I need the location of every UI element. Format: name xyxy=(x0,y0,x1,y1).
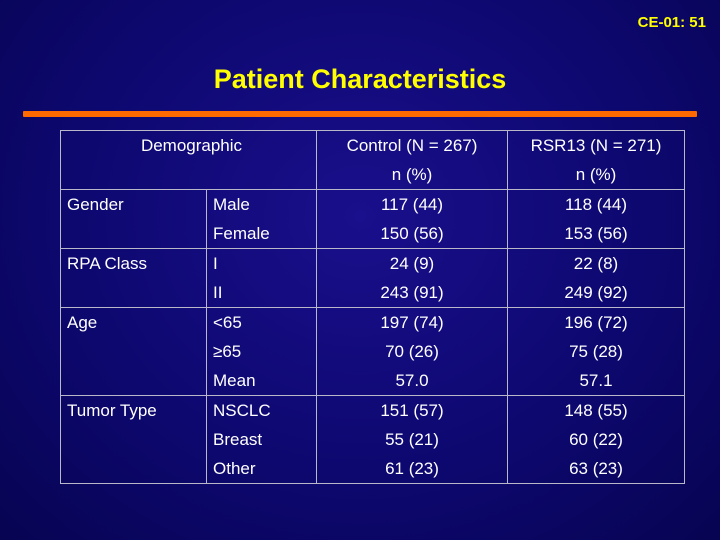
table-row: Tumor Type NSCLC Breast Other 151 (57) 5… xyxy=(60,395,685,484)
group-cell: RPA Class xyxy=(60,248,207,308)
table-row: Age <65 ≥65 Mean 197 (74) 70 (26) 57.0 1… xyxy=(60,307,685,396)
control-values-cell: 197 (74) 70 (26) 57.0 xyxy=(316,307,508,396)
header-rsr13: RSR13 (N = 271) n (%) xyxy=(507,130,685,190)
control-values-cell: 151 (57) 55 (21) 61 (23) xyxy=(316,395,508,484)
header-control: Control (N = 267) n (%) xyxy=(316,130,508,190)
subgroup-cell: Male Female xyxy=(206,189,317,249)
rsr13-values-cell: 196 (72) 75 (28) 57.1 xyxy=(507,307,685,396)
table-row: Gender Male Female 117 (44) 150 (56) 118… xyxy=(60,189,685,249)
patient-characteristics-table: Demographic Control (N = 267) n (%) RSR1… xyxy=(60,130,685,484)
title-divider xyxy=(23,111,697,117)
slide-id: CE-01: 51 xyxy=(637,14,706,31)
subgroup-cell: NSCLC Breast Other xyxy=(206,395,317,484)
table-row: RPA Class I II 24 (9) 243 (91) 22 (8) 24… xyxy=(60,248,685,308)
rsr13-values-cell: 22 (8) 249 (92) xyxy=(507,248,685,308)
subgroup-cell: I II xyxy=(206,248,317,308)
rsr13-values-cell: 148 (55) 60 (22) 63 (23) xyxy=(507,395,685,484)
control-values-cell: 24 (9) 243 (91) xyxy=(316,248,508,308)
group-cell: Age xyxy=(60,307,207,396)
page-title: Patient Characteristics xyxy=(213,64,507,94)
table-header-row: Demographic Control (N = 267) n (%) RSR1… xyxy=(60,130,685,190)
control-values-cell: 117 (44) 150 (56) xyxy=(316,189,508,249)
rsr13-values-cell: 118 (44) 153 (56) xyxy=(507,189,685,249)
group-cell: Tumor Type xyxy=(60,395,207,484)
header-demographic: Demographic xyxy=(60,130,317,190)
group-cell: Gender xyxy=(60,189,207,249)
subgroup-cell: <65 ≥65 Mean xyxy=(206,307,317,396)
